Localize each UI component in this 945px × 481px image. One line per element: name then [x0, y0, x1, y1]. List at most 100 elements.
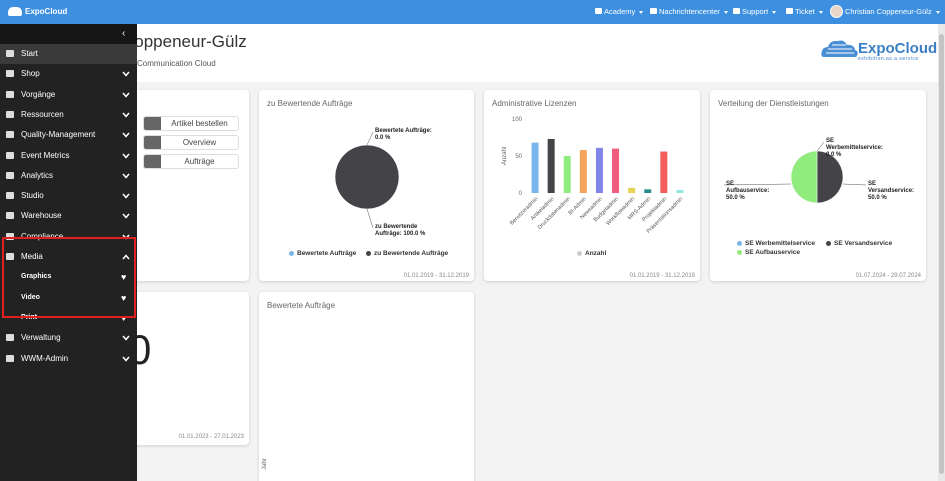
date-range: 01.01.2019 - 31.12.2019 [629, 273, 695, 279]
chevron[interactable] [122, 153, 130, 159]
menu-label: Media [21, 252, 43, 261]
nav-label: Academy [604, 7, 636, 16]
legend-label[interactable]: Anzahl [585, 250, 607, 257]
page-subtitle: Communication Cloud [137, 59, 216, 68]
data-label: SE Versandservice: 50.0 % [868, 181, 915, 201]
sidebar-item[interactable]: Ressourcen [0, 105, 137, 125]
sidebar-subitem[interactable]: Graphics ♥ [0, 267, 137, 287]
menu-label: Event Metrics [21, 150, 70, 160]
bar [595, 147, 603, 193]
chevron-path [122, 193, 130, 199]
label-connector [366, 208, 374, 229]
legend-dot [737, 241, 742, 246]
menu-icon [6, 70, 14, 78]
nav-label: Nachrichtencenter [659, 7, 720, 16]
brand-name: ExpoCloud [25, 7, 68, 16]
chevron-path [122, 213, 130, 220]
caret [723, 11, 728, 14]
legend-label[interactable]: SE Aufbauservice [745, 249, 801, 256]
sidebar-item[interactable]: Analytics [0, 166, 137, 186]
legend-label[interactable]: SE Versandservice [834, 240, 893, 247]
legend-label[interactable]: SE Werbemittelservice [745, 240, 815, 247]
menu-icon [6, 192, 14, 200]
menu-label: Start [21, 49, 38, 58]
card-title: zu Bewertende Aufträge [267, 99, 353, 108]
shortcut-button[interactable]: Overview [143, 135, 239, 150]
scrollbar[interactable] [938, 24, 945, 481]
chevron[interactable] [122, 193, 130, 199]
chevron[interactable] [122, 356, 130, 362]
legend-dot [737, 250, 742, 255]
chevron-path [122, 112, 130, 118]
card-title: Administrative Lizenzen [492, 99, 577, 108]
chevron[interactable] [122, 132, 130, 138]
menu-label: WWM-Admin [21, 353, 69, 363]
menu-icon [6, 151, 14, 159]
sidebar-item[interactable]: Warehouse [0, 206, 137, 226]
sidebar-item[interactable]: Studio [0, 186, 137, 206]
card [259, 292, 474, 481]
menu-icon [6, 334, 14, 342]
sidebar-item[interactable]: Shop [0, 64, 137, 84]
nav-icon [595, 8, 602, 14]
y-axis-label: Anzahl [502, 147, 508, 165]
legend-dot [366, 251, 371, 256]
label-connector [842, 183, 867, 186]
legend-label[interactable]: Bewertete Aufträge [297, 250, 357, 257]
chevron[interactable] [122, 173, 130, 179]
button-icon [144, 136, 161, 149]
card-title: Bewertete Aufträge [267, 301, 336, 310]
sidebar-item[interactable]: Start [0, 44, 137, 64]
bar [563, 156, 571, 193]
chevron[interactable] [122, 213, 130, 220]
scroll-thumb[interactable] [939, 34, 944, 474]
button-icon [144, 117, 161, 130]
legend-label[interactable]: zu Bewertende Aufträge [374, 250, 449, 257]
shortcut-button[interactable]: Aufträge [143, 154, 239, 169]
logo-text: ExpoCloud [858, 40, 938, 57]
y-tick-label: 0 [519, 191, 523, 197]
chevron[interactable] [122, 71, 130, 77]
sidebar-item[interactable]: Quality-Management [0, 125, 137, 145]
legend-dot [577, 251, 582, 256]
logo-cloud [821, 40, 858, 57]
menu-label: Compliance [21, 231, 64, 241]
menu-label: Warehouse [21, 211, 62, 221]
bar [676, 190, 684, 193]
chevron[interactable] [122, 254, 130, 260]
sidebar-item[interactable]: Media [0, 247, 137, 267]
sidebar-item[interactable]: WWM-Admin [0, 349, 137, 369]
heart-icon: ♥ [121, 272, 127, 283]
collapse-arrow[interactable]: ‹ [122, 28, 126, 39]
chevron[interactable] [122, 335, 130, 341]
sidebar-subitem[interactable]: Video ♥ [0, 288, 137, 308]
pie-slice [790, 150, 818, 204]
pie-slice [334, 144, 400, 210]
chevron[interactable] [122, 112, 130, 118]
sidebar-item[interactable]: Verwaltung [0, 328, 137, 348]
page-title: Coppeneur-Gülz [122, 32, 247, 51]
date-range: 01.01.2023 - 27.01.2023 [178, 434, 244, 440]
caret [935, 11, 940, 14]
highlight-box [2, 237, 136, 319]
sidebar: ‹ Start Shop Vorgänge Ressourcen Quality-Mana… [0, 24, 137, 481]
nav-icon [650, 8, 657, 14]
brand-icon [8, 7, 22, 16]
chevron-path [122, 335, 130, 341]
shortcut-button[interactable]: Artikel bestellen [143, 116, 239, 131]
menu-icon [6, 212, 14, 220]
sidebar-item[interactable]: Event Metrics [0, 146, 137, 166]
sidebar-toggle-bar [0, 24, 137, 44]
button-label: Artikel bestellen [171, 119, 228, 128]
menu-label: Ressourcen [21, 109, 64, 119]
date-range: 01.01.2019 - 31.12.2019 [403, 273, 469, 279]
user-name: Christian Coppeneur-Gülz [845, 7, 932, 16]
menu-label: Studio [21, 191, 44, 201]
bar [644, 189, 652, 193]
sidebar-item[interactable]: Vorgänge [0, 85, 137, 105]
nav-icon [733, 8, 740, 14]
button-label: Aufträge [184, 157, 215, 166]
legend-dot [826, 241, 831, 246]
chevron[interactable] [122, 92, 130, 98]
